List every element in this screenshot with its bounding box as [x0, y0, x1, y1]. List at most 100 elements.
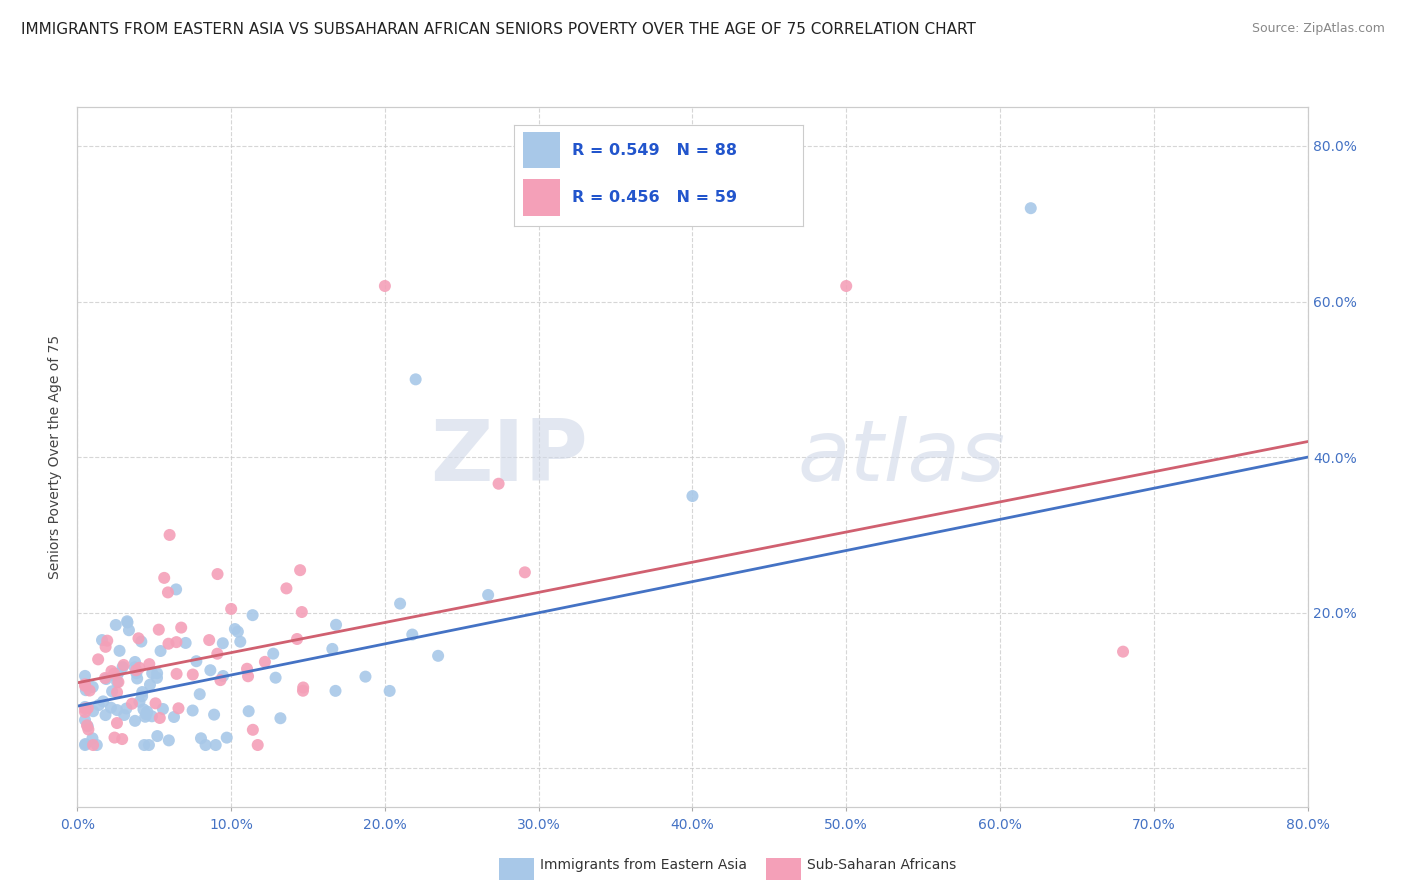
Point [76, 718, 98, 732]
Point [101, 684, 124, 698]
Point [73, 701, 96, 715]
Point [1112, 645, 1135, 659]
Point [378, 684, 401, 698]
Point [835, 279, 858, 293]
Point [128, 695, 150, 709]
Point [103, 666, 125, 681]
Point [405, 372, 427, 386]
Point [219, 602, 242, 616]
Point [157, 637, 180, 651]
Point [73, 679, 96, 693]
Point [94, 708, 117, 723]
Point [112, 657, 135, 672]
Point [354, 670, 377, 684]
Point [207, 567, 229, 582]
Point [100, 700, 122, 714]
Point [76, 719, 98, 733]
Point [194, 738, 217, 752]
Point [118, 624, 141, 638]
Point [111, 732, 134, 747]
Point [153, 571, 176, 585]
Point [174, 636, 197, 650]
Point [325, 684, 347, 698]
Point [148, 623, 170, 637]
Bar [523, 132, 561, 169]
Point [125, 666, 148, 681]
Point [124, 660, 146, 674]
Point [141, 709, 163, 723]
Point [389, 597, 412, 611]
Point [188, 687, 211, 701]
Point [682, 489, 704, 503]
Point [238, 704, 260, 718]
Point [107, 666, 129, 681]
Point [401, 627, 423, 641]
Point [117, 615, 139, 630]
Point [190, 731, 212, 746]
Point [121, 697, 143, 711]
Point [136, 705, 159, 719]
Point [152, 702, 174, 716]
Point [73, 677, 96, 691]
Point [229, 634, 252, 648]
Point [181, 667, 204, 681]
Point [215, 731, 238, 745]
Text: R = 0.456   N = 59: R = 0.456 N = 59 [572, 190, 737, 205]
Text: R = 0.549   N = 88: R = 0.549 N = 88 [572, 143, 737, 158]
Text: atlas: atlas [797, 416, 1005, 499]
Point [149, 711, 172, 725]
Point [138, 738, 160, 752]
Point [163, 710, 186, 724]
Point [211, 636, 233, 650]
Point [76, 701, 98, 715]
Text: IMMIGRANTS FROM EASTERN ASIA VS SUBSAHARAN AFRICAN SENIORS POVERTY OVER THE AGE : IMMIGRANTS FROM EASTERN ASIA VS SUBSAHAR… [21, 22, 976, 37]
Point [91, 694, 114, 708]
Point [292, 681, 315, 695]
Point [73, 669, 96, 683]
Point [181, 704, 204, 718]
Point [105, 716, 128, 731]
Point [427, 648, 450, 663]
Point [73, 713, 96, 727]
Point [264, 671, 287, 685]
Point [103, 668, 125, 682]
Point [131, 690, 153, 704]
Point [141, 666, 163, 681]
Point [146, 666, 169, 681]
Point [170, 621, 193, 635]
Point [276, 582, 298, 596]
Point [134, 710, 156, 724]
Point [325, 617, 347, 632]
Text: ZIP: ZIP [430, 416, 588, 499]
Point [100, 664, 122, 678]
Point [253, 655, 276, 669]
Point [291, 605, 314, 619]
Point [204, 738, 226, 752]
Point [488, 476, 510, 491]
Point [73, 738, 96, 752]
Point [127, 672, 149, 686]
Point [124, 714, 146, 728]
Point [156, 585, 179, 599]
Point [103, 731, 125, 745]
Point [112, 708, 135, 723]
Point [146, 671, 169, 685]
Point [127, 632, 149, 646]
Point [291, 683, 314, 698]
Point [477, 588, 499, 602]
Point [242, 608, 264, 623]
Point [82, 680, 104, 694]
Text: Immigrants from Eastern Asia: Immigrants from Eastern Asia [540, 858, 747, 872]
Point [125, 663, 148, 677]
Point [236, 669, 259, 683]
Point [115, 701, 138, 715]
Point [145, 696, 167, 710]
Point [108, 644, 131, 658]
Point [73, 705, 96, 719]
Point [146, 729, 169, 743]
Point [96, 672, 118, 686]
Point [131, 634, 153, 648]
Point [131, 685, 153, 699]
Point [105, 703, 128, 717]
Point [111, 660, 134, 674]
